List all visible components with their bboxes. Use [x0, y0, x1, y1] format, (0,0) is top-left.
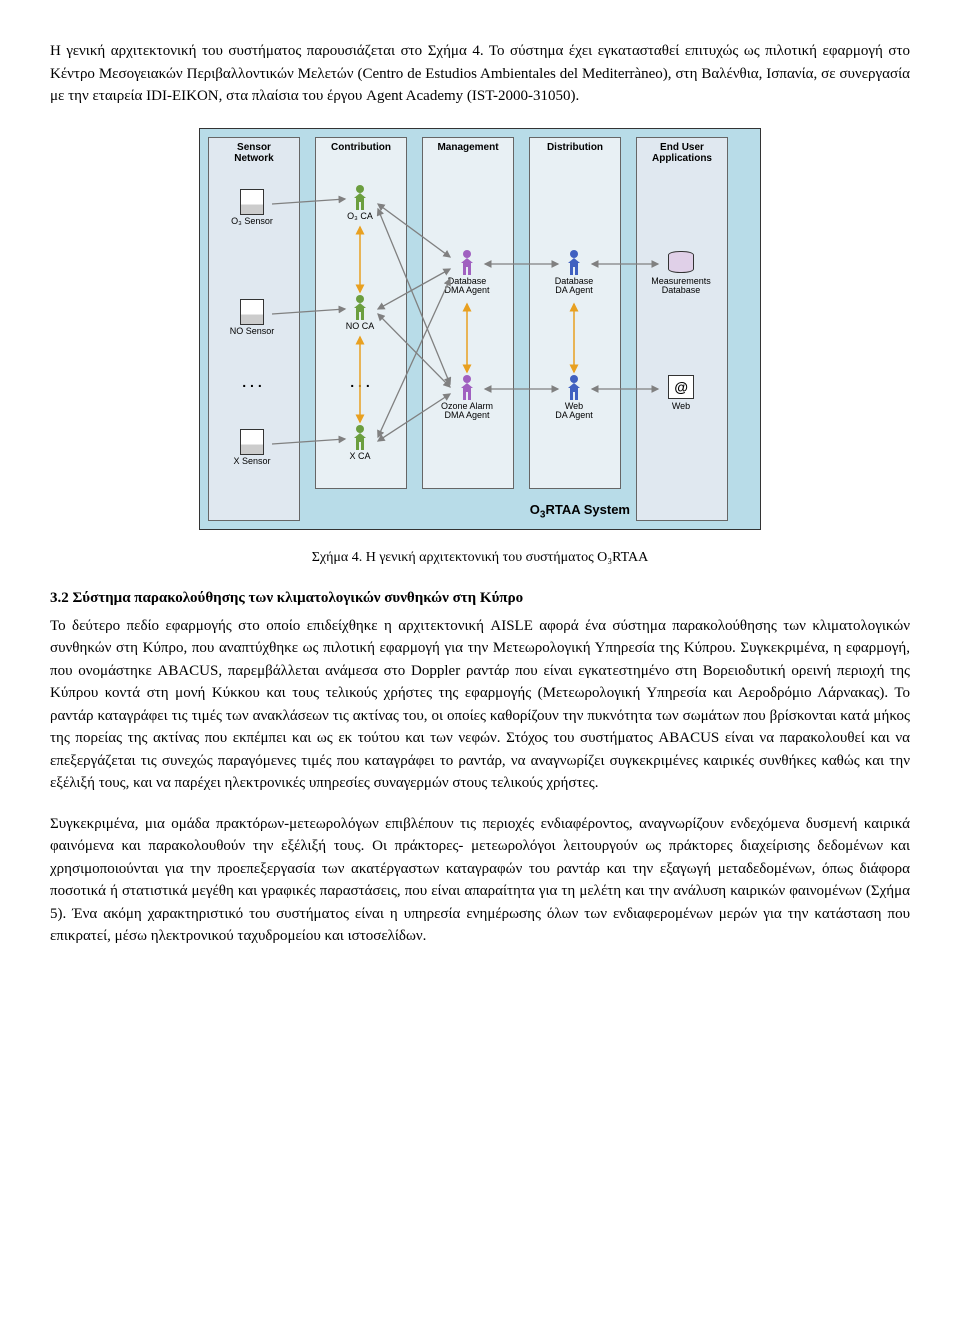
label-o3-sensor: O₃ Sensor	[212, 217, 292, 227]
panel-title-2: Management	[423, 142, 513, 153]
web-icon: @	[668, 375, 694, 399]
label-web: Web	[641, 402, 721, 412]
node-dma-alarm: Ozone Alarm DMA Agent	[427, 374, 507, 422]
intro-paragraph: Η γενική αρχιτεκτονική του συστήματος πα…	[50, 40, 910, 108]
label-x-sensor: X Sensor	[212, 457, 292, 467]
node-no-ca: NO CA	[320, 294, 400, 332]
label-dma-alarm: Ozone Alarm DMA Agent	[427, 402, 507, 422]
node-x-sensor: X Sensor	[212, 429, 292, 467]
node-o3-sensor: O₃ Sensor	[212, 189, 292, 227]
figure-caption: Σχήμα 4. Η γενική αρχιτεκτονική του συστ…	[50, 550, 910, 566]
panel-title-4: End User Applications	[637, 142, 727, 164]
section-paragraph-1: Το δεύτερο πεδίο εφαρμογής στο οποίο επι…	[50, 615, 910, 795]
person-icon	[350, 184, 370, 210]
panel-title-1: Contribution	[316, 142, 406, 153]
sensor-icon	[240, 299, 264, 325]
label-x-ca: X CA	[320, 452, 400, 462]
label-meas-db: Measurements Database	[641, 277, 721, 297]
database-icon	[668, 251, 694, 273]
label-no-ca: NO CA	[320, 322, 400, 332]
person-icon	[457, 249, 477, 275]
panel-end-user: End User Applications	[636, 137, 728, 521]
ca-dots: . . .	[320, 374, 400, 390]
system-label: O3RTAA System	[530, 502, 630, 521]
panel-distribution: Distribution	[529, 137, 621, 489]
section-paragraph-2: Συγκεκριμένα, μια ομάδα πρακτόρων-μετεωρ…	[50, 813, 910, 948]
node-dma-db: Database DMA Agent	[427, 249, 507, 297]
section-heading: 3.2 Σύστημα παρακολούθησης των κλιματολο…	[50, 590, 910, 607]
panel-title-3: Distribution	[530, 142, 620, 153]
person-icon	[457, 374, 477, 400]
sensor-dots: . . .	[212, 374, 292, 390]
sensor-icon	[240, 189, 264, 215]
node-x-ca: X CA	[320, 424, 400, 462]
panel-title-0: Sensor Network	[209, 142, 299, 164]
person-icon	[564, 249, 584, 275]
person-icon	[350, 424, 370, 450]
label-da-db: Database DA Agent	[534, 277, 614, 297]
label-no-sensor: NO Sensor	[212, 327, 292, 337]
node-meas-db: Measurements Database	[641, 249, 721, 297]
node-da-db: Database DA Agent	[534, 249, 614, 297]
node-da-web: Web DA Agent	[534, 374, 614, 422]
person-icon	[350, 294, 370, 320]
diagram-container: Sensor Network Contribution Management D…	[50, 128, 910, 530]
node-no-sensor: NO Sensor	[212, 299, 292, 337]
sensor-icon	[240, 429, 264, 455]
label-o3-ca: O₃ CA	[320, 212, 400, 222]
node-web: @ Web	[641, 374, 721, 412]
person-icon	[564, 374, 584, 400]
node-o3-ca: O₃ CA	[320, 184, 400, 222]
panel-management: Management	[422, 137, 514, 489]
label-dma-db: Database DMA Agent	[427, 277, 507, 297]
system-diagram: Sensor Network Contribution Management D…	[199, 128, 761, 530]
label-da-web: Web DA Agent	[534, 402, 614, 422]
